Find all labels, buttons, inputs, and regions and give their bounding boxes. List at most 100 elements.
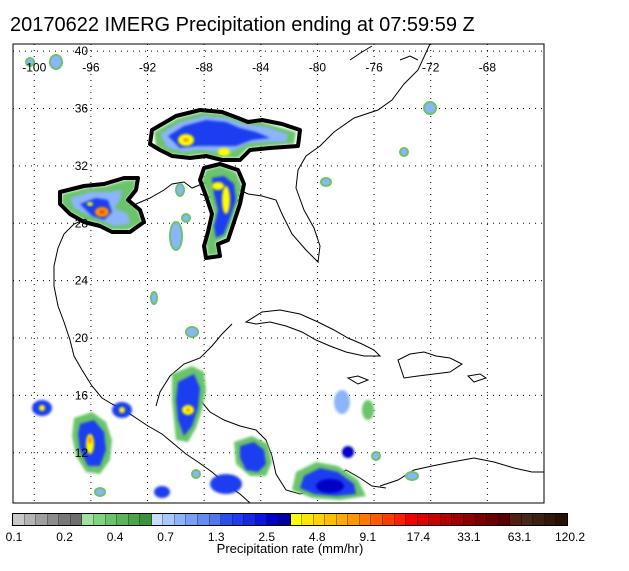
colorbar-swatch xyxy=(487,514,499,525)
lon-label: -84 xyxy=(252,60,270,74)
colorbar-swatch xyxy=(255,514,268,525)
colorbar-swatch xyxy=(13,514,25,525)
colorbar-tick-label: 0.2 xyxy=(56,530,73,544)
colorbar-swatch xyxy=(128,514,141,525)
colorbar-swatch xyxy=(325,514,337,525)
lon-label: -92 xyxy=(139,60,157,74)
heavy-rain-outline xyxy=(198,162,246,260)
precip-cell xyxy=(342,446,354,458)
colorbar-swatch xyxy=(70,514,83,525)
scattered-shower xyxy=(405,471,419,481)
precip-cell xyxy=(240,442,266,472)
precip-cell xyxy=(222,186,230,214)
scattered-shower xyxy=(150,291,158,305)
precip-cell xyxy=(316,479,344,493)
colorbar-title: Precipitation rate (mm/hr) xyxy=(216,541,364,556)
colorbar-tick-label: 33.1 xyxy=(457,530,481,544)
colorbar-swatch xyxy=(521,514,534,525)
colorbar-swatch xyxy=(278,514,291,525)
colorbar-swatch xyxy=(232,514,245,525)
colorbar-swatch xyxy=(221,514,233,525)
colorbar xyxy=(12,513,568,526)
lat-label: 16 xyxy=(75,388,89,402)
colorbar-tick-label: 0.4 xyxy=(106,530,124,544)
colorbar-tick-label: 0.1 xyxy=(5,530,23,544)
colorbar-swatch xyxy=(174,514,187,525)
lon-label: -68 xyxy=(479,60,497,74)
colorbar-swatch xyxy=(348,514,360,525)
colorbar-swatch xyxy=(533,514,545,525)
scattered-shower xyxy=(191,469,201,479)
precip-area-gulf-coast-system xyxy=(198,162,246,260)
colorbar-swatch xyxy=(429,514,441,525)
colorbar-swatch xyxy=(463,514,476,525)
colorbar-swatch xyxy=(93,514,106,525)
colorbar-swatch xyxy=(24,514,37,525)
colorbar-swatch xyxy=(36,514,48,525)
precip-cell xyxy=(186,408,190,412)
colorbar-tick-label: 0.7 xyxy=(157,530,174,544)
precip-cell xyxy=(183,138,189,142)
precip-cell xyxy=(39,405,45,411)
lat-label: 32 xyxy=(75,159,89,173)
longitude-labels: -100 -96 -92 -88 -84 -80 -76 -72 -68 xyxy=(22,60,496,74)
latitude-labels: 40 36 32 28 24 20 16 12 xyxy=(75,44,89,460)
scattered-shower xyxy=(181,213,191,223)
precip-cell xyxy=(210,474,242,494)
colorbar-tick-label: 1.3 xyxy=(207,530,225,544)
colorbar-swatch xyxy=(105,514,118,525)
colorbar-swatch xyxy=(359,514,372,525)
precip-cell xyxy=(119,407,125,413)
colorbar-swatch xyxy=(59,514,71,525)
precipitation-field xyxy=(25,54,437,500)
precip-cell xyxy=(334,390,350,414)
precip-cell xyxy=(218,148,230,156)
precip-cell xyxy=(88,436,92,444)
colorbar-swatch xyxy=(498,514,511,525)
colorbar-swatch xyxy=(406,514,418,525)
colorbar-tick-label: 9.1 xyxy=(359,530,377,544)
colorbar-tick-label: 17.4 xyxy=(406,530,431,544)
precip-area-mexico-pacific-storm xyxy=(32,400,132,474)
colorbar-swatch xyxy=(394,514,407,525)
lon-label: -96 xyxy=(82,60,100,74)
scattered-shower xyxy=(49,54,63,70)
colorbar-swatch xyxy=(510,514,522,525)
colorbar-swatch xyxy=(140,514,152,525)
scattered-shower xyxy=(25,57,35,67)
scattered-shower xyxy=(169,221,183,251)
precipitation-map: -100 -96 -92 -88 -84 -80 -76 -72 -68 40 36 32 28 24 2… xyxy=(12,43,545,504)
precip-cell xyxy=(212,182,224,190)
lon-label: -88 xyxy=(195,60,213,74)
colorbar-swatch xyxy=(556,514,567,525)
lat-label: 12 xyxy=(75,446,89,460)
precip-area-texas-louisiana-system xyxy=(58,176,146,234)
colorbar-swatch xyxy=(163,514,175,525)
colorbar-swatch xyxy=(302,514,314,525)
precip-area-south-caribbean-band xyxy=(154,390,374,500)
colorbar-swatch xyxy=(313,514,326,525)
colorbar-swatch xyxy=(383,514,395,525)
heavy-rain-outline xyxy=(58,176,146,234)
map-title: 20170622 IMERG Precipitation ending at 0… xyxy=(10,14,475,36)
colorbar-swatch xyxy=(47,514,60,525)
colorbar-swatch xyxy=(336,514,349,525)
lat-label: 40 xyxy=(75,44,89,58)
heavy-rain-outline xyxy=(148,108,302,162)
lat-label: 36 xyxy=(75,102,89,116)
colorbar-swatch xyxy=(440,514,453,525)
colorbar-tick-label: 120.2 xyxy=(554,530,586,544)
lon-label: -100 xyxy=(22,60,46,74)
colorbar-swatch xyxy=(244,514,256,525)
colorbar-tick-label: 63.1 xyxy=(507,530,532,544)
lat-label: 28 xyxy=(75,216,89,230)
colorbar-swatch xyxy=(290,514,303,525)
colorbar-swatch xyxy=(198,514,210,525)
precip-cell xyxy=(362,400,374,420)
colorbar-swatch xyxy=(544,514,557,525)
precip-cell xyxy=(99,210,105,214)
colorbar-swatch xyxy=(117,514,129,525)
colorbar-swatch xyxy=(186,514,198,525)
colorbar-swatch xyxy=(475,514,488,525)
lat-label: 24 xyxy=(75,274,89,288)
